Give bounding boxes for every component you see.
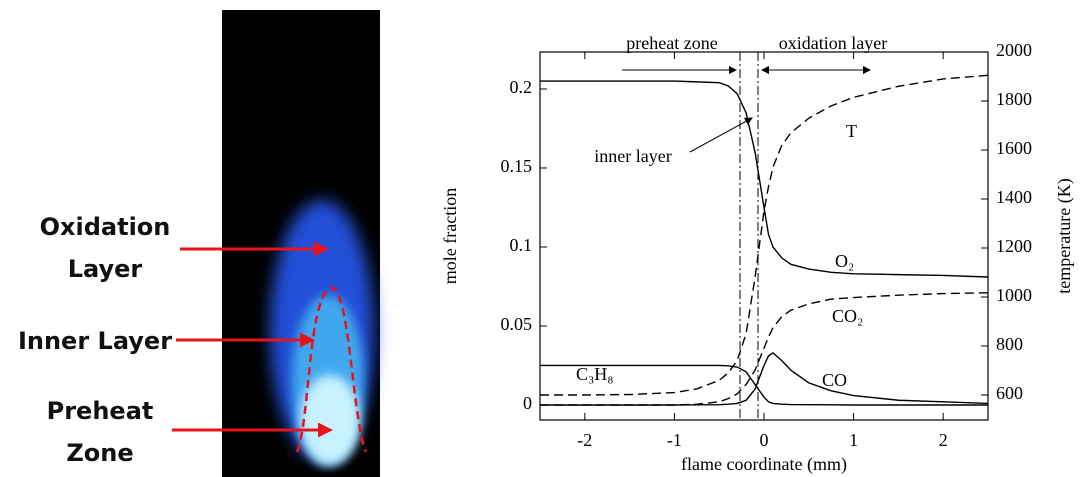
y2-tick-label: 800	[996, 334, 1023, 354]
photo-label: Preheat Zone	[46, 397, 154, 467]
flame-core	[300, 375, 360, 465]
series-line	[540, 292, 989, 406]
annotation: inner layer	[594, 146, 671, 166]
series-label: CO₂	[832, 306, 863, 326]
y2-tick-label: 1200	[996, 236, 1032, 256]
photo-label: Inner Layer	[17, 327, 173, 355]
series-label: CO	[822, 370, 847, 390]
x-tick-label: 2	[939, 430, 948, 450]
series-label: C₃H₈	[576, 364, 614, 384]
photo-label: Oxidation Layer	[39, 213, 171, 283]
series-line	[540, 80, 989, 278]
y2-tick-label: 1000	[996, 285, 1032, 305]
y2-axis-label: temperature (K)	[1054, 178, 1075, 293]
y-tick-label: 0.1	[510, 235, 533, 255]
x-tick-label: -1	[667, 430, 682, 450]
series-line	[540, 364, 988, 406]
y-tick-label: 0	[523, 393, 532, 413]
y2-tick-label: 1600	[996, 138, 1032, 158]
x-tick-label: -2	[577, 430, 592, 450]
y-axis-label: mole fraction	[440, 188, 460, 284]
annotation: oxidation layer	[779, 33, 887, 53]
y-tick-label: 0.2	[510, 77, 533, 97]
y2-tick-label: 2000	[996, 40, 1032, 60]
series-label: O₂	[835, 251, 854, 271]
x-tick-label: 0	[760, 430, 769, 450]
y2-tick-label: 600	[996, 383, 1023, 403]
inner-layer-outline	[295, 286, 368, 453]
y-tick-label: 0.15	[501, 156, 533, 176]
series-label: T	[846, 121, 857, 141]
arrow	[689, 117, 753, 153]
series-line	[540, 74, 989, 396]
x-tick-label: 1	[849, 430, 858, 450]
y2-tick-label: 1800	[996, 89, 1032, 109]
y-tick-label: 0.05	[501, 314, 533, 334]
y2-tick-label: 1400	[996, 187, 1032, 207]
x-axis-label: flame coordinate (mm)	[681, 454, 847, 475]
annotation: preheat zone	[626, 33, 717, 53]
